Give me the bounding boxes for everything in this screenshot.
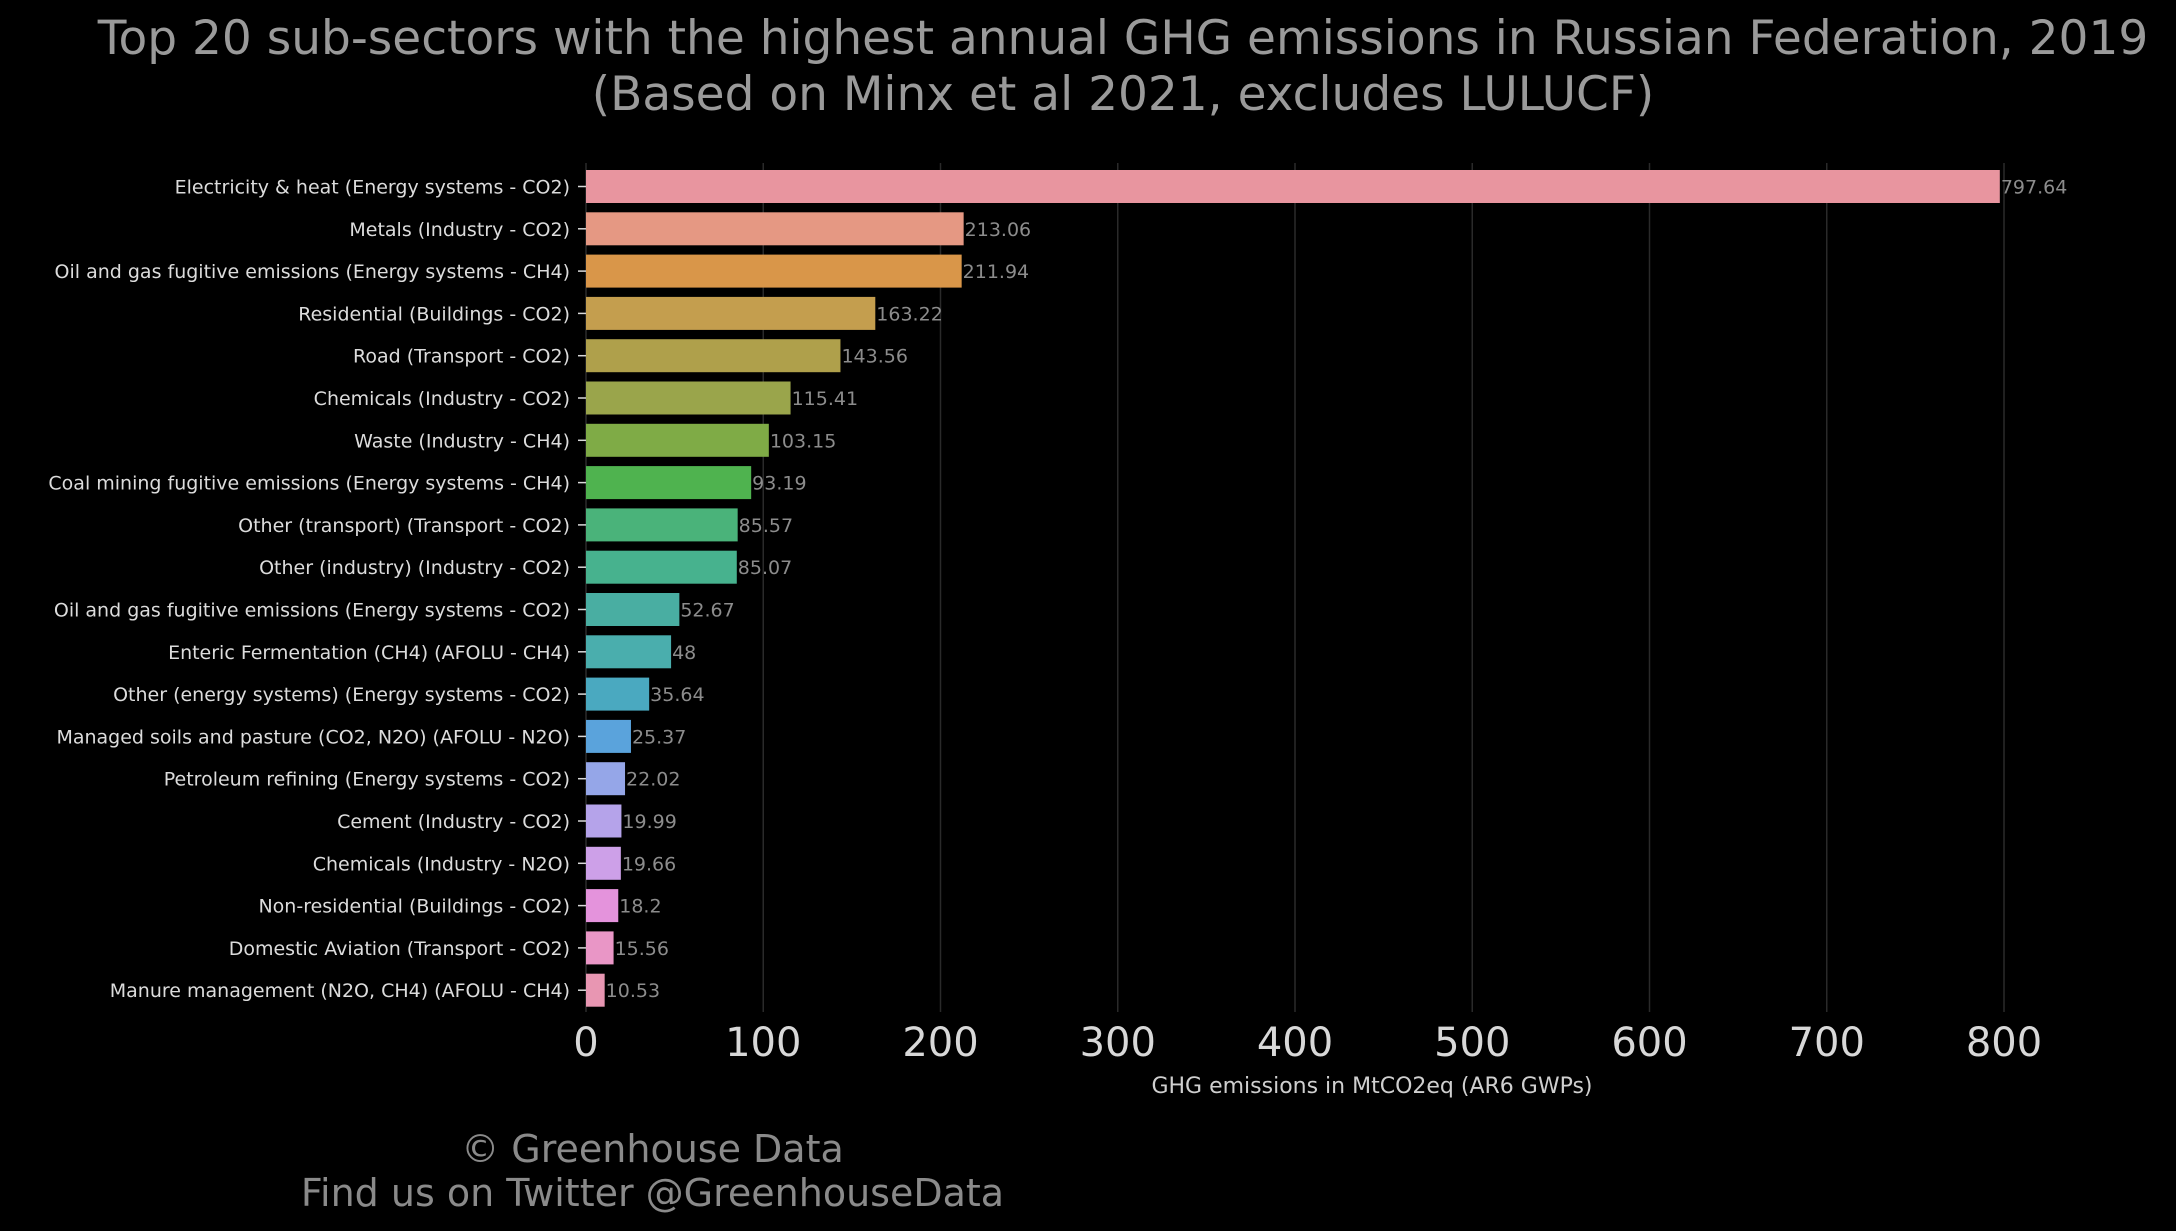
- bar: [586, 550, 737, 584]
- bar: [586, 212, 964, 246]
- bar: [586, 804, 622, 838]
- bar-value-label: 213.06: [965, 219, 1031, 241]
- bar: [586, 931, 614, 965]
- bar: [586, 466, 752, 500]
- bar-value-label: 115.41: [792, 388, 858, 410]
- chart-title-line-1: Top 20 sub-sectors with the highest annu…: [97, 11, 2149, 66]
- bar-value-label: 85.57: [739, 515, 793, 537]
- x-axis-ticks: 0 100 200 300 400 500 600 700 800: [573, 1020, 2042, 1066]
- bar: [586, 254, 962, 288]
- bar: [586, 635, 672, 669]
- bar: [586, 508, 738, 542]
- category-label: Waste (Industry - CH4): [354, 430, 570, 452]
- category-label: Non-residential (Buildings - CO2): [258, 896, 570, 918]
- category-label: Residential (Buildings - CO2): [298, 303, 570, 325]
- bar: [586, 677, 650, 711]
- bar: [586, 762, 626, 796]
- x-tick-label: 700: [1789, 1020, 1865, 1066]
- bar-value-label: 163.22: [876, 303, 942, 325]
- bar-value-label: 48: [672, 642, 696, 664]
- category-label: Manure management (N2O, CH4) (AFOLU - CH…: [110, 980, 570, 1002]
- footer-copyright: © Greenhouse Data: [461, 1127, 844, 1171]
- category-label: Other (industry) (Industry - CO2): [259, 557, 570, 579]
- bar: [586, 296, 876, 330]
- bar: [586, 973, 605, 1007]
- category-label: Chemicals (Industry - N2O): [313, 853, 570, 875]
- category-label: Coal mining fugitive emissions (Energy s…: [48, 473, 570, 495]
- x-tick-label: 400: [1257, 1020, 1333, 1066]
- bar-value-label: 22.02: [626, 769, 680, 791]
- bar-value-label: 25.37: [632, 726, 686, 748]
- bar: [586, 846, 621, 880]
- bar: [586, 423, 769, 457]
- category-label: Domestic Aviation (Transport - CO2): [229, 938, 570, 960]
- x-tick-label: 200: [902, 1020, 978, 1066]
- x-tick-label: 600: [1611, 1020, 1687, 1066]
- bar-value-label: 93.19: [752, 473, 806, 495]
- category-label: Managed soils and pasture (CO2, N2O) (AF…: [56, 726, 570, 748]
- category-label: Other (energy systems) (Energy systems -…: [113, 684, 570, 706]
- bar: [586, 719, 631, 753]
- category-label: Oil and gas fugitive emissions (Energy s…: [54, 600, 570, 622]
- bar: [586, 889, 619, 923]
- footer-twitter: Find us on Twitter @GreenhouseData: [300, 1171, 1005, 1215]
- bar-value-label: 35.64: [650, 684, 704, 706]
- bars: [586, 170, 2000, 1007]
- bar: [586, 339, 841, 373]
- chart-title-line-2: (Based on Minx et al 2021, excludes LULU…: [591, 67, 1655, 122]
- category-label: Petroleum refining (Energy systems - CO2…: [164, 769, 570, 791]
- bar-value-label: 797.64: [2001, 177, 2067, 199]
- bar-value-label: 18.2: [619, 896, 661, 918]
- bar: [586, 170, 2000, 203]
- bar-value-label: 15.56: [615, 938, 669, 960]
- x-axis-label: GHG emissions in MtCO2eq (AR6 GWPs): [1151, 1074, 1592, 1099]
- x-tick-label: 800: [1966, 1020, 2042, 1066]
- x-tick-label: 100: [725, 1020, 801, 1066]
- category-label: Other (transport) (Transport - CO2): [238, 515, 570, 537]
- bar-value-label: 19.99: [622, 811, 676, 833]
- bar-value-label: 52.67: [680, 600, 734, 622]
- x-tick-label: 500: [1434, 1020, 1510, 1066]
- category-label: Enteric Fermentation (CH4) (AFOLU - CH4): [168, 642, 570, 664]
- category-labels: Electricity & heat (Energy systems - CO2…: [48, 177, 586, 1002]
- bar-value-label: 103.15: [770, 430, 836, 452]
- value-labels: 797.64 213.06 211.94 163.22 143.56 115.41 103.…: [606, 177, 2068, 1003]
- category-label: Electricity & heat (Energy systems - CO2…: [175, 177, 570, 199]
- category-label: Chemicals (Industry - CO2): [314, 388, 570, 410]
- x-tick-label: 300: [1080, 1020, 1156, 1066]
- gridlines: [585, 163, 2005, 1012]
- category-label: Road (Transport - CO2): [353, 346, 570, 368]
- bar-value-label: 143.56: [841, 346, 907, 368]
- bar-value-label: 19.66: [622, 853, 676, 875]
- x-tick-label: 0: [573, 1020, 598, 1066]
- bar-value-label: 10.53: [606, 980, 660, 1002]
- category-label: Metals (Industry - CO2): [349, 219, 570, 241]
- bar-value-label: 211.94: [963, 261, 1029, 283]
- category-label: Cement (Industry - CO2): [337, 811, 570, 833]
- category-label: Oil and gas fugitive emissions (Energy s…: [55, 261, 570, 283]
- bar: [586, 593, 680, 626]
- bar: [586, 381, 791, 415]
- bar-value-label: 85.07: [738, 557, 792, 579]
